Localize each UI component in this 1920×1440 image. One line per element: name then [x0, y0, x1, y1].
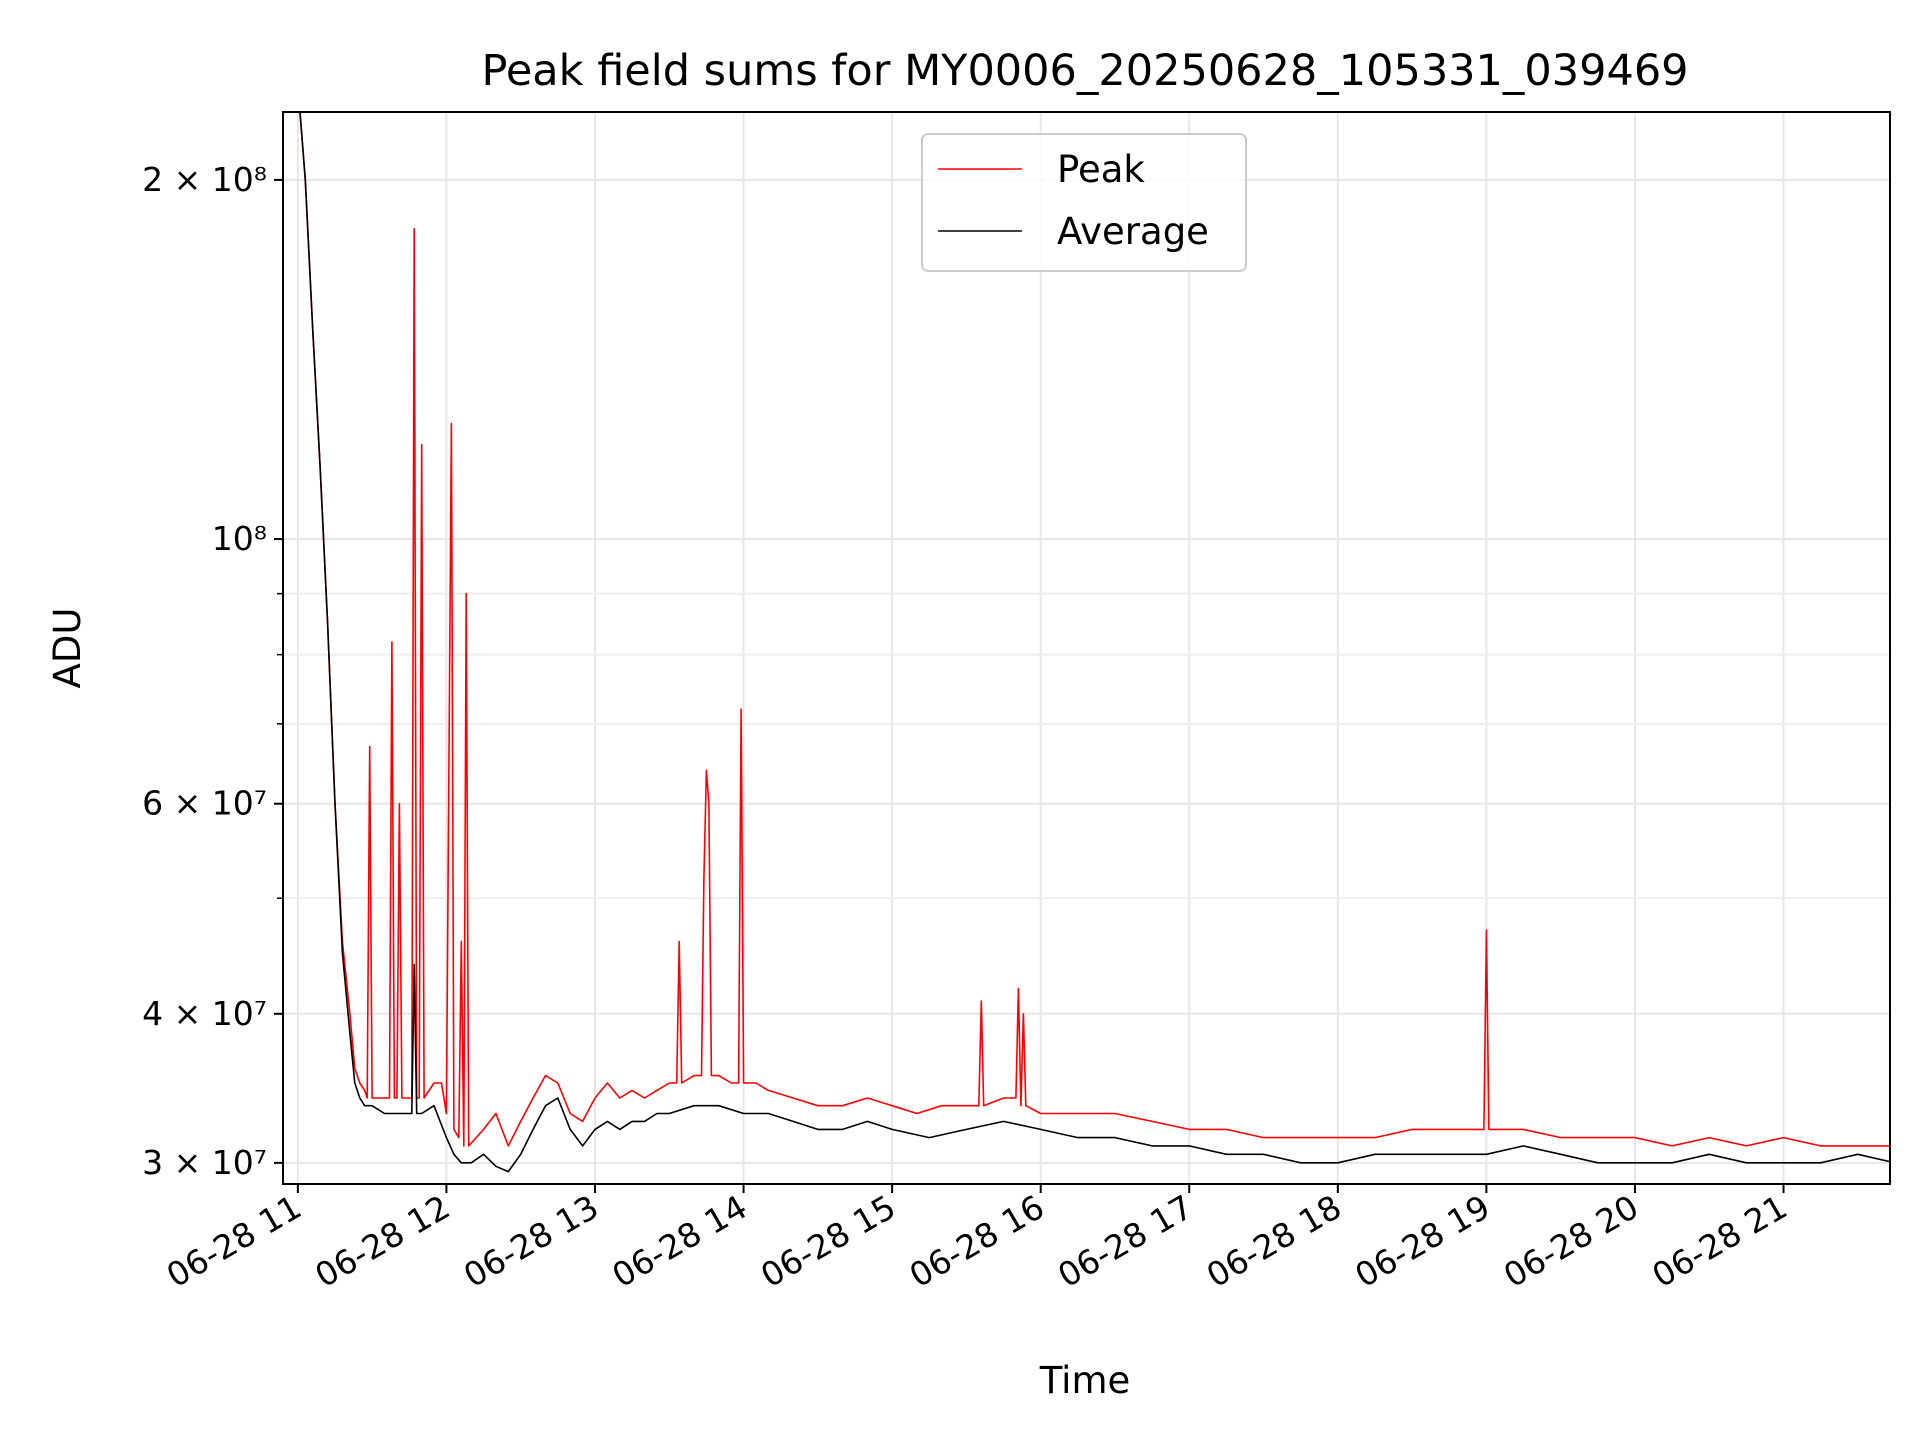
chart-title: Peak field sums for MY0006_20250628_1053…: [481, 46, 1688, 96]
series-layer: [299, 112, 1890, 1173]
y-axis-label: ADU: [46, 608, 89, 689]
plot-frame: [282, 111, 1891, 1185]
y-tick-label: 2 × 10⁸: [142, 160, 267, 199]
y-tick-label: 4 × 10⁷: [142, 994, 267, 1033]
legend: Peak Average: [921, 133, 1247, 272]
y-tick-label: 6 × 10⁷: [142, 784, 267, 823]
series-line-peak: [299, 112, 1890, 1147]
series-line-average: [299, 112, 1890, 1173]
y-tick-label: 10⁸: [212, 519, 267, 558]
y-tick-label: 3 × 10⁷: [142, 1143, 267, 1182]
legend-label-average: Average: [1057, 210, 1209, 253]
legend-label-peak: Peak: [1057, 148, 1145, 191]
x-axis-label: Time: [1039, 1359, 1131, 1402]
grid-layer: [283, 112, 1890, 1184]
